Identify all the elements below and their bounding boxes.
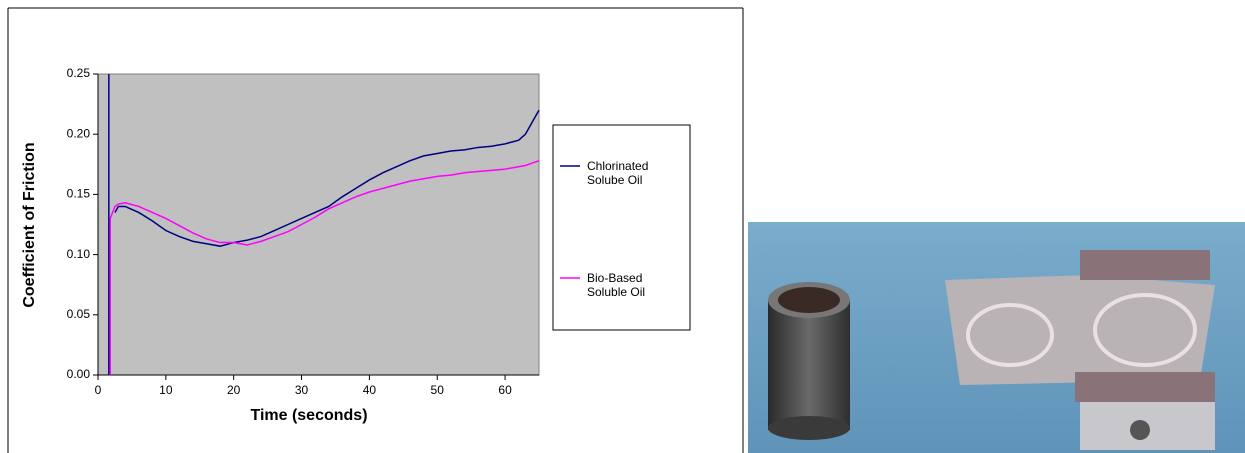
y-tick-label: 0.25 — [67, 66, 91, 80]
x-tick-label: 50 — [431, 383, 445, 397]
photo — [748, 222, 1245, 453]
x-tick-label: 40 — [363, 383, 377, 397]
y-tick-label: 0.20 — [67, 126, 91, 140]
photo-plate — [945, 275, 1215, 385]
legend-box — [552, 124, 691, 331]
x-tick-label: 10 — [159, 383, 173, 397]
x-tick-label: 30 — [295, 383, 309, 397]
series-line — [109, 159, 540, 375]
y-tick-label: 0.15 — [67, 187, 91, 201]
x-tick-label: 20 — [227, 383, 241, 397]
photo-disc — [966, 303, 1054, 367]
photo-cylinder — [778, 287, 840, 313]
photo-cylinder — [768, 300, 850, 430]
x-tick-label: 60 — [498, 383, 512, 397]
photo-disc — [1093, 293, 1197, 367]
y-tick-label: 0.00 — [67, 367, 91, 381]
photo-clamp — [1075, 372, 1215, 402]
x-axis-title: Time (seconds) — [250, 407, 367, 424]
y-tick-label: 0.10 — [67, 247, 91, 261]
y-axis-title: Coefficient of Friction — [21, 142, 38, 307]
y-tick-label: 0.05 — [67, 307, 91, 321]
legend-label: Bio-Based Soluble Oil — [587, 271, 646, 299]
plot-area — [97, 73, 540, 376]
legend-label: Chlorinated Solube Oil — [587, 159, 649, 187]
photo-cylinder — [768, 416, 850, 440]
x-tick-label: 0 — [95, 383, 102, 397]
series-line — [108, 74, 540, 375]
photo-clamp — [1080, 250, 1210, 280]
photo-screw — [1130, 420, 1150, 440]
